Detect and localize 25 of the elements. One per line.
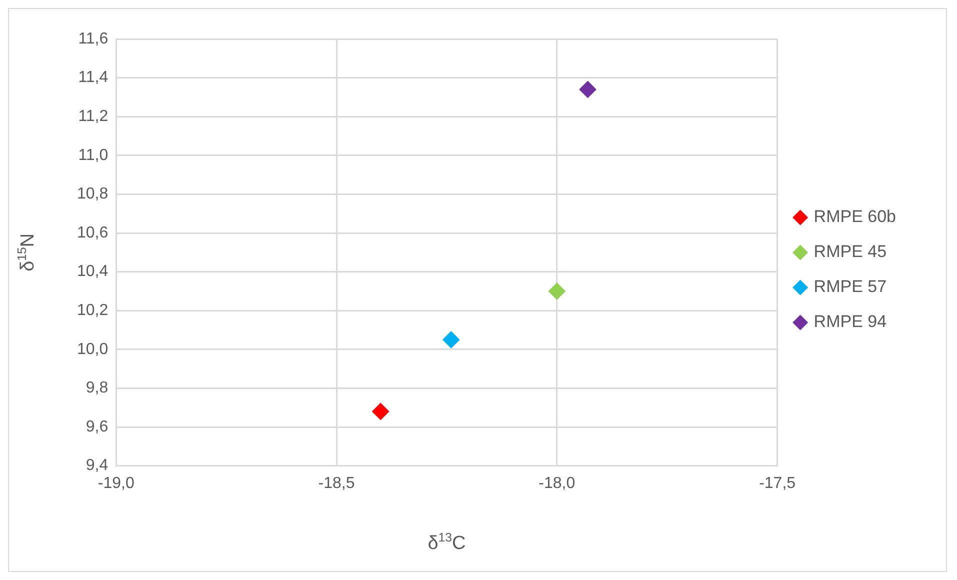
- y-tick-label: 10,0: [77, 340, 108, 358]
- y-tick-label: 9,8: [86, 380, 108, 397]
- x-tick-label: -17,5: [759, 474, 796, 492]
- x-tick-label: -18,0: [538, 474, 576, 492]
- y-axis-title: δ15N: [14, 233, 38, 272]
- x-tick-label: -19,0: [98, 474, 134, 492]
- legend-label: RMPE 57: [814, 277, 887, 296]
- point: [372, 402, 390, 420]
- legend-label: RMPE 60b: [814, 207, 896, 226]
- y-tick-label: 10,8: [77, 186, 108, 203]
- point: [548, 282, 566, 300]
- y-tick-label: 10,4: [77, 263, 108, 280]
- legend-label: RMPE 45: [814, 242, 887, 262]
- y-tick-label: 10,6: [77, 224, 108, 242]
- legend-label: RMPE 94: [814, 312, 887, 332]
- point: [579, 80, 596, 98]
- y-tick-label: 11,2: [78, 108, 108, 126]
- point: [442, 331, 460, 348]
- y-tick-label: 9,4: [86, 457, 108, 474]
- y-tick-label: 11,6: [78, 30, 108, 48]
- y-tick-label: 11,0: [78, 146, 108, 164]
- y-tick-label: 10,2: [77, 302, 108, 320]
- y-tick-label: 9,6: [86, 418, 108, 436]
- y-tick-label: 11,4: [78, 69, 108, 86]
- x-tick-label: -18,5: [318, 474, 355, 492]
